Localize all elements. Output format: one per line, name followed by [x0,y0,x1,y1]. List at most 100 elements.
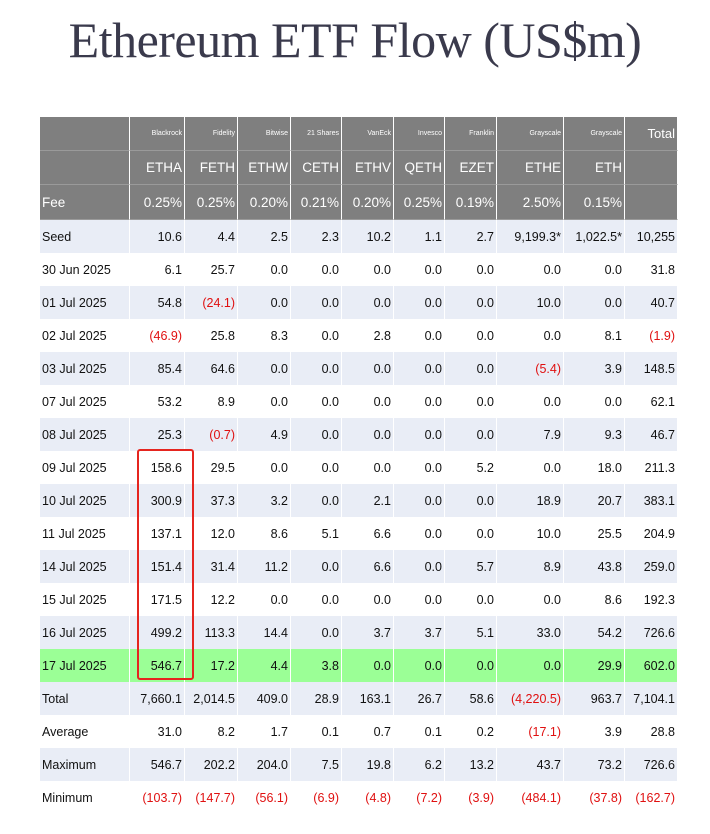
table-cell: 211.3 [625,451,678,484]
table-row: 02 Jul 2025 (46.9) 25.8 8.3 0.0 2.8 0.0 0.0 0.0 8… [40,319,678,352]
table-cell: (0.7) [185,418,238,451]
issuer-header-cell: Grayscale [564,117,625,151]
table-cell: 0.0 [497,319,564,352]
issuer-header-cell [40,117,130,151]
table-cell: 0.0 [394,517,445,550]
table-cell: 6.2 [394,748,445,781]
table-cell: 8.9 [185,385,238,418]
table-row: Total 7,660.1 2,014.5 409.0 28.9 163.1 26.7 58.… [40,682,678,715]
fee-cell: 0.25% [394,185,445,220]
table-cell: 0.0 [394,550,445,583]
table-cell: 300.9 [130,484,185,517]
table-cell: 409.0 [238,682,291,715]
table-cell: 963.7 [564,682,625,715]
table-cell: 0.0 [291,319,342,352]
table-cell: 0.0 [445,385,497,418]
table-cell: 163.1 [342,682,394,715]
table-cell: 7,104.1 [625,682,678,715]
table-cell: 0.0 [394,385,445,418]
table-cell: 0.0 [291,253,342,286]
row-label: Average [40,715,130,748]
table-cell: (56.1) [238,781,291,814]
issuer-header-cell: Bitwise [238,117,291,151]
table-cell: 5.1 [291,517,342,550]
table-cell: 0.0 [445,583,497,616]
fee-cell: 2.50% [497,185,564,220]
table-cell: 46.7 [625,418,678,451]
table-cell: (24.1) [185,286,238,319]
table-cell: 8.2 [185,715,238,748]
table-cell: 0.0 [291,484,342,517]
table-cell: 0.0 [342,286,394,319]
table-cell: 4.4 [185,220,238,253]
fee-cell: 0.15% [564,185,625,220]
row-label: 11 Jul 2025 [40,517,130,550]
table-cell: 37.3 [185,484,238,517]
table-row: 09 Jul 2025 158.6 29.5 0.0 0.0 0.0 0.0 5.2 0.0 18… [40,451,678,484]
page-title: Ethereum ETF Flow (US$m) [68,12,642,68]
table-cell: 2.5 [238,220,291,253]
ticker-header-cell: ETHV [342,151,394,185]
table-row: 01 Jul 2025 54.8 (24.1) 0.0 0.0 0.0 0.0 0.0 10.0… [40,286,678,319]
table-cell: 43.7 [497,748,564,781]
row-label: 07 Jul 2025 [40,385,130,418]
table-cell: 13.2 [445,748,497,781]
ticker-header-cell: ETH [564,151,625,185]
ticker-header-cell: EZET [445,151,497,185]
table-cell: 0.0 [342,352,394,385]
table-cell: 1.1 [394,220,445,253]
table-cell: 0.0 [497,451,564,484]
table-cell: 14.4 [238,616,291,649]
fee-cell: 0.25% [185,185,238,220]
table-cell: (4,220.5) [497,682,564,715]
row-label: 10 Jul 2025 [40,484,130,517]
table-cell: 2.1 [342,484,394,517]
table-cell: 0.0 [394,352,445,385]
row-label: 15 Jul 2025 [40,583,130,616]
table-cell: 10.2 [342,220,394,253]
table-cell: 85.4 [130,352,185,385]
table-cell: 137.1 [130,517,185,550]
table-cell: 0.0 [394,484,445,517]
table-cell: 2.8 [342,319,394,352]
table-cell: 28.9 [291,682,342,715]
table-cell: 4.9 [238,418,291,451]
issuer-header-cell: 21 Shares [291,117,342,151]
table-cell: 0.0 [291,352,342,385]
table-cell: 259.0 [625,550,678,583]
table-cell: 0.0 [291,616,342,649]
table-cell: 43.8 [564,550,625,583]
table-cell: 202.2 [185,748,238,781]
table-cell: 0.0 [291,418,342,451]
table-cell: 148.5 [625,352,678,385]
table-cell: 53.2 [130,385,185,418]
table-row: 10 Jul 2025 300.9 37.3 3.2 0.0 2.1 0.0 0.0 18.9 2… [40,484,678,517]
ticker-header-cell: FETH [185,151,238,185]
table-cell: 546.7 [130,748,185,781]
table-cell: (162.7) [625,781,678,814]
table-cell: 6.6 [342,517,394,550]
table-cell: 18.0 [564,451,625,484]
table-cell: 7.5 [291,748,342,781]
table-cell: 0.0 [238,451,291,484]
table-cell: 19.8 [342,748,394,781]
row-label: Total [40,682,130,715]
table-cell: 0.0 [394,418,445,451]
table-cell: 25.3 [130,418,185,451]
table-cell: 0.0 [445,319,497,352]
table-cell: 31.0 [130,715,185,748]
table-cell: 0.0 [394,451,445,484]
table-cell: 0.0 [564,286,625,319]
row-label: 14 Jul 2025 [40,550,130,583]
table-cell: 0.1 [291,715,342,748]
table-cell: 31.4 [185,550,238,583]
table-cell: 0.0 [497,649,564,682]
fee-cell [625,185,678,220]
table-cell: 10.0 [497,517,564,550]
table-cell: 4.4 [238,649,291,682]
table-row: 14 Jul 2025 151.4 31.4 11.2 0.0 6.6 0.0 5.7 8.9 4… [40,550,678,583]
table-cell: 0.0 [564,253,625,286]
table-cell: 3.2 [238,484,291,517]
row-label: 08 Jul 2025 [40,418,130,451]
table-cell: 0.0 [564,385,625,418]
